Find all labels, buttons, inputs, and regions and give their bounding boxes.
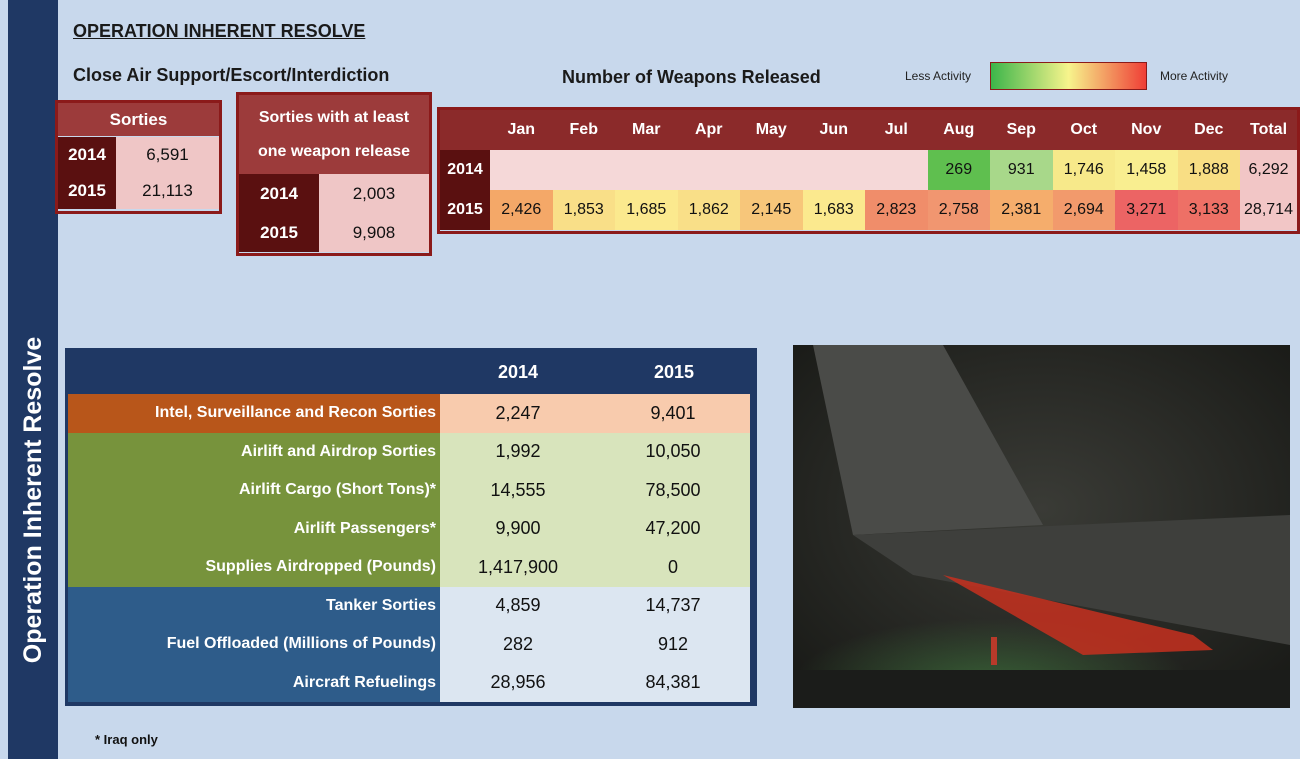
row-label: Fuel Offloaded (Millions of Pounds) [68, 625, 440, 664]
column-header: Nov [1115, 110, 1178, 150]
legend-gradient [990, 62, 1147, 90]
value-cell: 84,381 [596, 664, 750, 703]
heat-cell [740, 150, 803, 190]
heat-cell: 2,694 [1053, 190, 1116, 230]
heat-cell: 269 [928, 150, 991, 190]
heat-cell: 2,823 [865, 190, 928, 230]
year-cell: 2014 [440, 150, 490, 190]
year-cell: 2015 [58, 173, 116, 209]
column-header: Mar [615, 110, 678, 150]
value-cell: 14,737 [596, 587, 750, 626]
photo [793, 345, 1290, 708]
year-cell: 2014 [58, 137, 116, 173]
value-cell: 28,956 [440, 664, 596, 703]
value-cell: 1,992 [440, 433, 596, 472]
weapon-sorties-title: Sorties with at least one weapon release [239, 95, 429, 174]
column-header: Dec [1178, 110, 1241, 150]
photo-person [991, 637, 997, 665]
column-header: Aug [928, 110, 991, 150]
row-label: Airlift Passengers* [68, 510, 440, 549]
heat-cell: 3,133 [1178, 190, 1241, 230]
heat-cell [553, 150, 616, 190]
column-header: Apr [678, 110, 741, 150]
value-cell: 9,401 [596, 394, 750, 433]
row-label: Supplies Airdropped (Pounds) [68, 548, 440, 587]
heat-cell [615, 150, 678, 190]
value-cell: 912 [596, 625, 750, 664]
column-header: May [740, 110, 803, 150]
photo-ground [793, 670, 1290, 708]
heat-cell [803, 150, 866, 190]
row-label: Tanker Sorties [68, 587, 440, 626]
sorties-title: Sorties [58, 103, 219, 136]
heat-cell: 1,458 [1115, 150, 1178, 190]
heat-cell: 1,685 [615, 190, 678, 230]
page: Operation Inherent Resolve OPERATION INH… [0, 0, 1300, 759]
heat-cell [865, 150, 928, 190]
value-cell: 0 [596, 548, 750, 587]
subtitle: Close Air Support/Escort/Interdiction [73, 62, 389, 88]
footnote: * Iraq only [95, 728, 158, 750]
heat-cell [490, 150, 553, 190]
value-cell: 1,417,900 [440, 548, 596, 587]
column-header: Oct [1053, 110, 1116, 150]
legend-low: Less Activity [905, 64, 971, 88]
column-header: Total [1240, 110, 1297, 150]
value-cell: 282 [440, 625, 596, 664]
heat-cell: 1,683 [803, 190, 866, 230]
legend-high: More Activity [1160, 64, 1228, 88]
heat-cell: 931 [990, 150, 1053, 190]
value-cell: 47,200 [596, 510, 750, 549]
value-cell: 2,247 [440, 394, 596, 433]
row-label: Intel, Surveillance and Recon Sorties [68, 394, 440, 433]
column-header: 2015 [596, 351, 752, 394]
heat-cell: 28,714 [1240, 190, 1297, 230]
row-label: Aircraft Refuelings [68, 664, 440, 703]
heat-cell: 2,381 [990, 190, 1053, 230]
year-cell: 2015 [239, 213, 319, 252]
value-cell: 10,050 [596, 433, 750, 472]
value-cell: 14,555 [440, 471, 596, 510]
heat-cell: 1,888 [1178, 150, 1241, 190]
sidebar-title: Operation Inherent Resolve [13, 320, 53, 680]
column-header: Sep [990, 110, 1053, 150]
value-cell: 6,591 [116, 137, 219, 173]
value-cell: 9,908 [319, 213, 429, 252]
row-label: Airlift and Airdrop Sorties [68, 433, 440, 472]
heat-cell: 6,292 [1240, 150, 1297, 190]
heat-cell: 2,145 [740, 190, 803, 230]
value-cell: 78,500 [596, 471, 750, 510]
heat-cell: 1,746 [1053, 150, 1116, 190]
value-cell: 21,113 [116, 173, 219, 209]
year-cell: 2015 [440, 190, 490, 230]
heat-cell: 1,853 [553, 190, 616, 230]
column-header: 2014 [440, 351, 596, 394]
weapons-title: Number of Weapons Released [562, 64, 821, 90]
column-header: Jun [803, 110, 866, 150]
heat-cell: 2,758 [928, 190, 991, 230]
heat-cell: 1,862 [678, 190, 741, 230]
column-header: Feb [553, 110, 616, 150]
column-header: Jul [865, 110, 928, 150]
value-cell: 9,900 [440, 510, 596, 549]
value-cell: 2,003 [319, 174, 429, 213]
heat-cell: 3,271 [1115, 190, 1178, 230]
title: OPERATION INHERENT RESOLVE [73, 18, 365, 44]
heat-cell: 2,426 [490, 190, 553, 230]
row-label: Airlift Cargo (Short Tons)* [68, 471, 440, 510]
year-cell: 2014 [239, 174, 319, 213]
heat-cell [678, 150, 741, 190]
column-header: Jan [490, 110, 553, 150]
value-cell: 4,859 [440, 587, 596, 626]
